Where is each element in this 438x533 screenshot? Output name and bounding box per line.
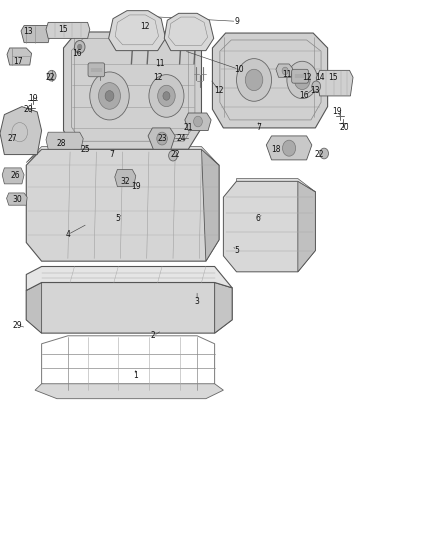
Circle shape: [105, 91, 114, 101]
Text: 17: 17: [13, 57, 22, 66]
Text: 7: 7: [256, 124, 261, 132]
FancyBboxPatch shape: [292, 69, 308, 83]
Polygon shape: [223, 181, 315, 272]
Text: 9: 9: [234, 17, 239, 26]
Polygon shape: [46, 22, 90, 38]
Text: 24: 24: [177, 134, 187, 143]
Text: 19: 19: [28, 94, 38, 103]
Circle shape: [194, 116, 202, 127]
Text: 22: 22: [170, 150, 180, 159]
Text: 29: 29: [13, 321, 22, 329]
Polygon shape: [201, 149, 219, 261]
Circle shape: [78, 44, 82, 50]
Circle shape: [47, 70, 56, 81]
Text: 11: 11: [155, 60, 165, 68]
Circle shape: [163, 92, 170, 100]
Polygon shape: [26, 147, 219, 165]
Text: 13: 13: [24, 28, 33, 36]
Circle shape: [287, 61, 318, 99]
Circle shape: [158, 85, 175, 107]
Text: 12: 12: [140, 22, 149, 31]
Polygon shape: [35, 384, 223, 399]
Circle shape: [149, 75, 184, 117]
Text: 5: 5: [116, 214, 121, 223]
Polygon shape: [2, 168, 24, 184]
Polygon shape: [7, 48, 32, 65]
Polygon shape: [64, 32, 201, 149]
Circle shape: [283, 140, 296, 156]
Polygon shape: [26, 266, 232, 290]
Circle shape: [282, 67, 288, 75]
Polygon shape: [115, 169, 136, 187]
Circle shape: [74, 41, 85, 53]
Polygon shape: [0, 107, 42, 155]
Text: 10: 10: [234, 65, 244, 74]
Text: 11: 11: [282, 70, 292, 79]
Text: 12: 12: [214, 86, 224, 95]
Polygon shape: [185, 113, 211, 131]
Text: 12: 12: [153, 73, 162, 82]
Text: 21: 21: [184, 124, 193, 132]
Text: 20: 20: [24, 105, 33, 114]
Polygon shape: [212, 33, 328, 128]
Polygon shape: [109, 11, 166, 51]
Text: 7: 7: [109, 150, 114, 159]
Polygon shape: [276, 64, 293, 77]
Circle shape: [99, 83, 120, 109]
Text: 22: 22: [46, 73, 55, 82]
Text: 20: 20: [339, 124, 349, 132]
Polygon shape: [298, 181, 315, 272]
Circle shape: [294, 70, 310, 90]
Circle shape: [169, 150, 177, 161]
Polygon shape: [316, 70, 353, 96]
Polygon shape: [26, 149, 219, 261]
Text: 25: 25: [81, 145, 90, 154]
Text: 12: 12: [302, 73, 311, 82]
Text: 3: 3: [194, 297, 200, 305]
Polygon shape: [26, 282, 42, 333]
Circle shape: [320, 148, 328, 159]
Text: 30: 30: [13, 196, 22, 204]
Text: 6: 6: [256, 214, 261, 223]
Polygon shape: [7, 193, 27, 205]
Text: 19: 19: [131, 182, 141, 191]
Text: 13: 13: [311, 86, 320, 95]
Text: 19: 19: [332, 108, 342, 116]
Text: 5: 5: [234, 246, 239, 255]
Polygon shape: [164, 13, 214, 51]
Polygon shape: [148, 128, 175, 149]
Text: 23: 23: [157, 134, 167, 143]
Text: 14: 14: [315, 73, 325, 82]
Polygon shape: [21, 26, 50, 43]
Polygon shape: [46, 132, 83, 149]
Text: 32: 32: [120, 177, 130, 185]
Text: 28: 28: [57, 140, 66, 148]
Circle shape: [312, 81, 321, 92]
Polygon shape: [266, 136, 312, 160]
Text: 27: 27: [7, 134, 17, 143]
Circle shape: [90, 72, 129, 120]
Circle shape: [245, 69, 263, 91]
FancyBboxPatch shape: [88, 63, 105, 77]
Text: 4: 4: [65, 230, 71, 239]
Circle shape: [237, 59, 272, 101]
Text: 26: 26: [11, 172, 20, 180]
Text: 16: 16: [72, 49, 81, 58]
Text: 15: 15: [328, 73, 338, 82]
Text: 22: 22: [315, 150, 325, 159]
Text: 1: 1: [134, 372, 138, 380]
Polygon shape: [237, 179, 315, 192]
Polygon shape: [26, 282, 232, 333]
Text: 2: 2: [151, 332, 155, 340]
Text: 18: 18: [271, 145, 281, 154]
Text: 15: 15: [59, 25, 68, 34]
Polygon shape: [215, 282, 232, 333]
Text: 16: 16: [300, 92, 309, 100]
Circle shape: [157, 132, 167, 145]
